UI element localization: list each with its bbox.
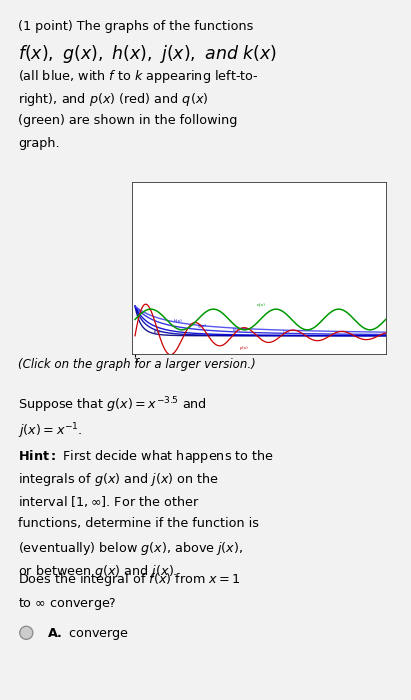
Text: integrals of $g(x)$ and $j(x)$ on the: integrals of $g(x)$ and $j(x)$ on the <box>18 471 220 488</box>
Text: k(x): k(x) <box>233 328 241 332</box>
Text: $j(x) = x^{-1}$.: $j(x) = x^{-1}$. <box>18 421 83 440</box>
Text: Suppose that $g(x) = x^{-3.5}$ and: Suppose that $g(x) = x^{-3.5}$ and <box>18 395 208 415</box>
Text: (Click on the graph for a larger version.): (Click on the graph for a larger version… <box>18 358 256 372</box>
Text: q(x): q(x) <box>257 303 266 307</box>
Text: functions, determine if the function is: functions, determine if the function is <box>18 517 259 531</box>
Text: or between $g(x)$ and $j(x)$.: or between $g(x)$ and $j(x)$. <box>18 564 178 580</box>
Text: (green) are shown in the following: (green) are shown in the following <box>18 114 238 127</box>
Text: f(x): f(x) <box>154 330 162 334</box>
Text: (eventually) below $g(x)$, above $j(x)$,: (eventually) below $g(x)$, above $j(x)$, <box>18 540 244 557</box>
Text: g(x): g(x) <box>198 325 207 328</box>
Text: j(x): j(x) <box>282 330 289 334</box>
Text: Does the integral of $f(x)$ from $x = 1$: Does the integral of $f(x)$ from $x = 1$ <box>18 570 241 587</box>
Text: (1 point) The graphs of the functions: (1 point) The graphs of the functions <box>18 20 254 33</box>
Text: interval $[1, \infty]$. For the other: interval $[1, \infty]$. For the other <box>18 494 200 509</box>
Text: h(x): h(x) <box>173 319 182 323</box>
Text: p(x): p(x) <box>240 346 249 350</box>
Text: to $\infty$ converge?: to $\infty$ converge? <box>18 596 117 612</box>
Circle shape <box>20 626 33 639</box>
Text: (all blue, with $f$ to $k$ appearing left-to-: (all blue, with $f$ to $k$ appearing lef… <box>18 68 259 85</box>
Text: $\mathbf{Hint:}$ First decide what happens to the: $\mathbf{Hint:}$ First decide what happe… <box>18 448 275 465</box>
Text: graph.: graph. <box>18 137 60 150</box>
Text: $f(x),\ g(x),\ h(x),\ j(x),$ and $k(x)$: $f(x),\ g(x),\ h(x),\ j(x),$ and $k(x)$ <box>18 43 277 64</box>
Text: right), and $p(x)$ (red) and $q(x)$: right), and $p(x)$ (red) and $q(x)$ <box>18 91 209 108</box>
Text: $\mathbf{A.}$ converge: $\mathbf{A.}$ converge <box>47 626 129 643</box>
